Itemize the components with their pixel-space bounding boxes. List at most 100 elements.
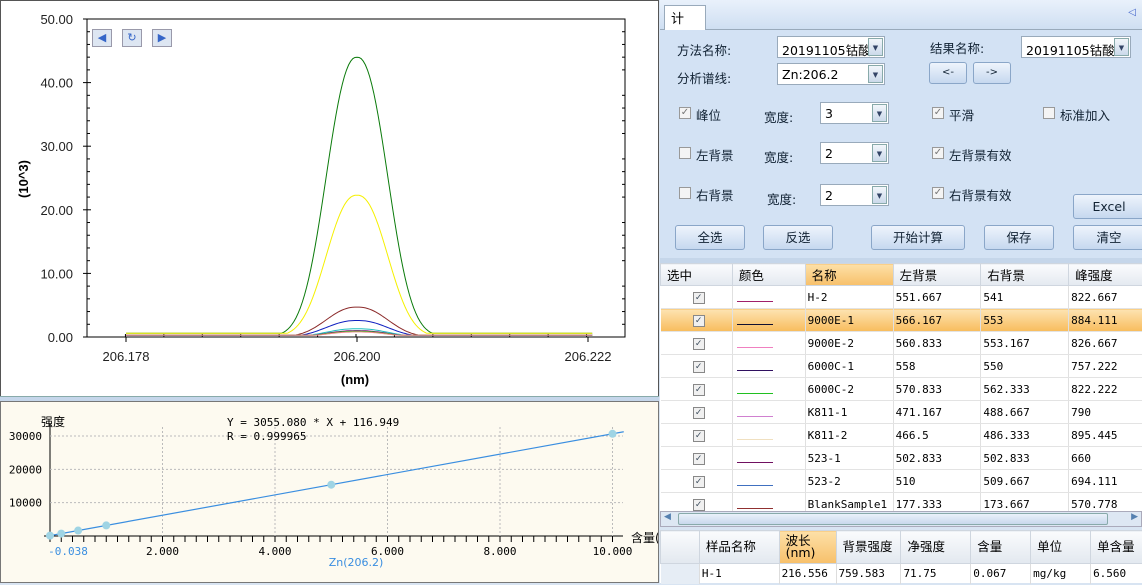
select-all-button[interactable]: 全选 (675, 225, 745, 250)
collapse-icon[interactable]: ◁ (1128, 7, 1136, 18)
row-checkbox[interactable]: ✓ (693, 499, 705, 511)
table-row[interactable]: ✓ H-2 551.667 541 822.667 (661, 286, 1142, 309)
excel-button[interactable]: Excel (1073, 194, 1142, 219)
select-cell[interactable]: ✓ (661, 401, 733, 424)
data-point (74, 527, 82, 535)
right-bg-checkbox[interactable] (679, 187, 691, 199)
column-header[interactable]: 峰强度 (1069, 264, 1142, 286)
y-tick-label: 20.00 (40, 203, 73, 218)
select-cell[interactable]: ✓ (661, 493, 733, 512)
scroll-thumb[interactable] (678, 513, 1108, 525)
select-cell[interactable]: ✓ (661, 378, 733, 401)
chevron-down-icon[interactable]: ▼ (868, 65, 883, 83)
row-checkbox[interactable]: ✓ (693, 453, 705, 465)
column-header[interactable]: 含量 (971, 531, 1031, 564)
x-tick-label: 206.200 (334, 349, 381, 364)
select-cell[interactable]: ✓ (661, 447, 733, 470)
tab-calculate[interactable]: 计 算 (664, 5, 706, 30)
width-select-2[interactable]: 2▼ (820, 142, 889, 164)
table-row[interactable]: ✓ 9000E-2 560.833 553.167 826.667 (661, 332, 1142, 355)
chevron-down-icon[interactable]: ▼ (872, 144, 887, 162)
table-row[interactable]: ✓ 9000E-1 566.167 553 884.111 (661, 309, 1142, 332)
left-bg-valid-checkbox[interactable]: ✓ (932, 147, 944, 159)
row-checkbox[interactable]: ✓ (693, 407, 705, 419)
peak-checkbox[interactable]: ✓ (679, 107, 691, 119)
column-header[interactable]: 名称 (805, 264, 893, 286)
column-header[interactable]: 样品名称 (699, 531, 779, 564)
table-row[interactable]: ✓ 523-1 502.833 502.833 660 (661, 447, 1142, 470)
row-checkbox[interactable]: ✓ (693, 476, 705, 488)
row-checkbox[interactable]: ✓ (693, 292, 705, 304)
chevron-down-icon[interactable]: ▼ (1114, 38, 1129, 56)
right-bg-cell: 562.333 (981, 378, 1069, 401)
y-tick-label: 30000 (9, 430, 42, 443)
refresh-icon[interactable]: ↻ (122, 29, 142, 47)
column-header[interactable]: 左背景 (893, 264, 981, 286)
select-cell[interactable]: ✓ (661, 424, 733, 447)
column-header[interactable]: 选中 (661, 264, 733, 286)
peak-label: 峰位 (696, 105, 721, 124)
line-label: 分析谱线: (677, 68, 731, 87)
table-row[interactable]: ✓ BlankSample1 177.333 173.667 570.778 (661, 493, 1142, 512)
table-row[interactable]: ✓ 6000C-2 570.833 562.333 822.222 (661, 378, 1142, 401)
clear-button[interactable]: 清空 (1073, 225, 1142, 250)
y-tick-label: 50.00 (40, 12, 73, 27)
table-row[interactable]: ✓ 6000C-1 558 550 757.222 (661, 355, 1142, 378)
table-row[interactable]: ✓ K811-1 471.167 488.667 790 (661, 401, 1142, 424)
color-cell (732, 470, 805, 493)
width-select-3[interactable]: 2▼ (820, 184, 889, 206)
calculation-panel: 计 算 ◁ 方法名称: 20191105钴酸▼ 结果名称: 20191105钴酸… (660, 0, 1142, 583)
left-bg-checkbox[interactable] (679, 147, 691, 159)
name-cell: K811-1 (805, 401, 893, 424)
select-cell[interactable]: ✓ (661, 355, 733, 378)
result-select[interactable]: 20191105钴酸▼ (1021, 36, 1131, 58)
scroll-right-icon[interactable]: ▶ (1131, 512, 1138, 522)
scroll-left-icon[interactable]: ◀ (664, 512, 671, 522)
std-add-checkbox[interactable] (1043, 107, 1055, 119)
column-header[interactable]: 波长(nm) (779, 531, 836, 564)
next-button[interactable]: -> (973, 62, 1011, 84)
x-tick-label: 8.000 (483, 545, 516, 558)
color-cell (732, 447, 805, 470)
select-cell[interactable]: ✓ (661, 286, 733, 309)
right-bg-cell: 173.667 (981, 493, 1069, 512)
unit-cell: mg/kg (1031, 564, 1091, 584)
data-point (327, 481, 335, 489)
prev-button[interactable]: <- (929, 62, 967, 84)
select-cell[interactable]: ✓ (661, 470, 733, 493)
left-bg-cell: 570.833 (893, 378, 981, 401)
chevron-down-icon[interactable]: ▼ (872, 186, 887, 204)
method-select[interactable]: 20191105钴酸▼ (777, 36, 885, 58)
row-checkbox[interactable]: ✓ (693, 384, 705, 396)
column-header[interactable]: 单位 (1031, 531, 1091, 564)
select-cell[interactable]: ✓ (661, 332, 733, 355)
table-row[interactable]: ✓ 523-2 510 509.667 694.111 (661, 470, 1142, 493)
chevron-down-icon[interactable]: ▼ (872, 104, 887, 122)
right-bg-cell: 553.167 (981, 332, 1069, 355)
right-bg-cell: 502.833 (981, 447, 1069, 470)
table-row[interactable]: ✓ K811-2 466.5 486.333 895.445 (661, 424, 1142, 447)
row-checkbox[interactable]: ✓ (693, 430, 705, 442)
previous-icon[interactable]: ◀ (92, 29, 112, 47)
horizontal-scrollbar[interactable]: ◀ ▶ (660, 511, 1142, 527)
column-header[interactable]: 颜色 (732, 264, 805, 286)
right-bg-valid-checkbox[interactable]: ✓ (932, 187, 944, 199)
next-icon[interactable]: ▶ (152, 29, 172, 47)
invert-selection-button[interactable]: 反选 (763, 225, 833, 250)
row-checkbox[interactable]: ✓ (693, 338, 705, 350)
column-header[interactable]: 右背景 (981, 264, 1069, 286)
save-button[interactable]: 保存 (984, 225, 1054, 250)
chevron-down-icon[interactable]: ▼ (868, 38, 883, 56)
left-bg-cell: 566.167 (893, 309, 981, 332)
column-header[interactable]: 净强度 (901, 531, 971, 564)
line-select[interactable]: Zn:206.2▼ (777, 63, 885, 85)
column-header[interactable]: 背景强度 (836, 531, 901, 564)
row-checkbox[interactable]: ✓ (693, 315, 705, 327)
start-calc-button[interactable]: 开始计算 (871, 225, 965, 250)
column-header[interactable]: 单含量 (1091, 531, 1142, 564)
smooth-checkbox[interactable]: ✓ (932, 107, 944, 119)
width-select-1[interactable]: 3▼ (820, 102, 889, 124)
row-checkbox[interactable]: ✓ (693, 361, 705, 373)
select-cell[interactable]: ✓ (661, 309, 733, 332)
